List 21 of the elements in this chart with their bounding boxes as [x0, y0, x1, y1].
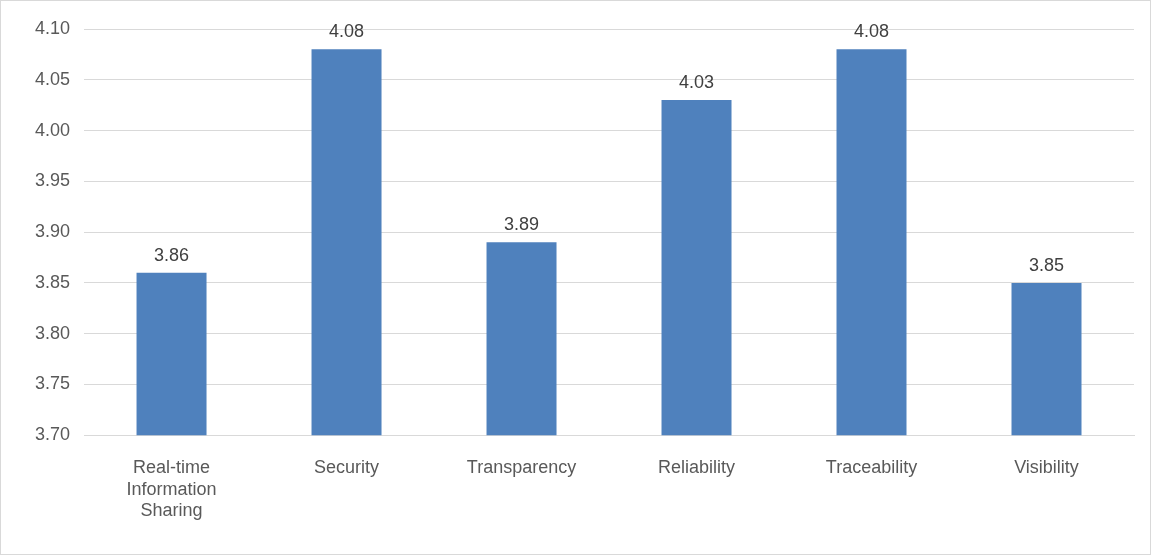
data-label: 3.86 — [154, 244, 190, 265]
x-tick-label: Real-time Information Sharing — [126, 456, 217, 521]
data-label: 4.03 — [678, 72, 715, 93]
y-tick-label: 3.90 — [34, 221, 71, 242]
data-label: 3.89 — [504, 214, 540, 235]
data-label: 4.08 — [329, 21, 365, 42]
y-tick-label: 3.80 — [34, 322, 71, 343]
data-label: 3.85 — [1028, 254, 1065, 275]
y-tick-label: 3.70 — [34, 424, 71, 445]
x-tick-label: Traceability — [825, 456, 918, 477]
y-tick-label: 4.05 — [34, 68, 71, 89]
y-tick-label: 3.75 — [34, 373, 71, 394]
y-tick-label: 3.85 — [34, 271, 71, 292]
y-tick-label: 4.10 — [34, 17, 71, 38]
y-tick-label: 4.00 — [34, 119, 71, 140]
x-tick-label: Transparency — [466, 456, 577, 477]
x-tick-label: Reliability — [658, 456, 736, 477]
y-tick-label: 3.95 — [34, 170, 71, 191]
data-label: 4.08 — [853, 21, 890, 42]
x-tick-label: Security — [314, 456, 380, 477]
x-tick-label: Visibility — [1014, 456, 1079, 477]
